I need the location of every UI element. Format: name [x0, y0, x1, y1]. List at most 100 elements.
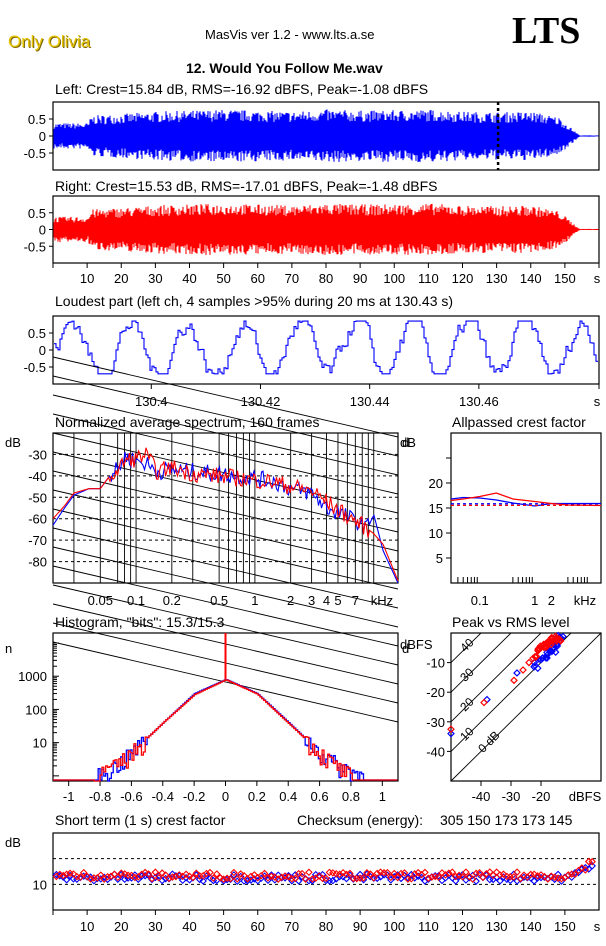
spectrum-slope-line: [52, 394, 399, 476]
short-term-point-right: [59, 871, 68, 880]
peak-rms-ytick-label: -20: [426, 685, 445, 700]
right-waveform-xtick-label: 120: [452, 271, 474, 286]
peak-rms-xtick-label: -30: [502, 789, 521, 804]
peak-rms-point-left: [538, 654, 547, 663]
short-term-point-left: [52, 870, 61, 879]
short-term-point-right: [195, 872, 204, 880]
short-term-point-right: [301, 875, 310, 883]
spectrum-xtick-label: 1: [251, 593, 258, 608]
short-term-point-right: [428, 873, 436, 881]
short-term-point-right: [557, 874, 566, 883]
crest-ytick-label: 15: [429, 501, 443, 516]
short-term-point-right: [397, 869, 405, 878]
peak-rms-point-left: [543, 654, 551, 662]
left-waveform-title: Left: Crest=15.84 dB, RMS=-16.92 dBFS, P…: [55, 81, 429, 97]
short-term-point-right: [329, 869, 337, 877]
right-waveform-xtick-label: 130: [486, 271, 508, 286]
left-waveform-ytick-label: 0: [39, 129, 46, 144]
right-waveform-xtick-label: 10: [80, 271, 94, 286]
short-term-point-right: [506, 873, 515, 881]
short-term-xtick-label: 40: [182, 919, 196, 934]
peak-rms-point-left: [513, 669, 521, 677]
right-waveform-xtick-label: 50: [216, 271, 230, 286]
spectrum-ylabel: dB: [5, 435, 21, 450]
spectrum-series-right: [52, 447, 399, 582]
short-term-point-right: [90, 874, 98, 882]
loudest-part-ytick-label: -0.5: [24, 360, 46, 375]
histogram-series-left: [53, 679, 398, 782]
short-term-point-right: [308, 875, 317, 883]
short-term-point-left: [366, 872, 375, 881]
peak-rms-point-left: [543, 651, 551, 660]
right-waveform-xtick-label: 40: [182, 271, 196, 286]
spectrum-xtick-label: 0.2: [163, 593, 181, 608]
short-term-xtick-label: 140: [520, 919, 542, 934]
histogram-xtick-label: 0.8: [342, 789, 360, 804]
short-term-point-left: [329, 876, 337, 885]
short-term-xtick-label: 130: [486, 919, 508, 934]
right-waveform-xtick-label: 20: [114, 271, 128, 286]
right-waveform-signal: [53, 203, 599, 255]
peak-rms-point-right: [447, 725, 455, 734]
histogram-series-right: [53, 679, 398, 782]
histogram-xtick-label: 0.6: [311, 789, 329, 804]
short-term-point-right: [298, 869, 306, 878]
peak-rms-point-right: [541, 643, 549, 652]
peak-rms-point-left: [542, 654, 550, 662]
short-term-point-right: [103, 873, 112, 881]
spectrum-slope-line: [52, 546, 399, 628]
right-waveform-xtick-label: 30: [148, 271, 162, 286]
left-waveform-signal: [53, 109, 599, 162]
spectrum-title: Normalized average spectrum, 160 frames: [55, 414, 320, 430]
crest-series-right: [450, 492, 602, 507]
peak-rms-xlabel: dBFS: [569, 789, 602, 804]
short-term-point-right: [479, 873, 487, 882]
short-term-xtick-label: 120: [452, 919, 474, 934]
short-term-point-right: [267, 872, 276, 881]
left-waveform-ytick-label: -0.5: [24, 146, 46, 161]
spectrum-ytick-label: -80: [28, 555, 47, 570]
loudest-part-xtick-label: 130.46: [459, 394, 499, 409]
short-term-point-right: [168, 873, 177, 881]
short-term-point-right: [434, 873, 443, 882]
short-term-point-right: [185, 872, 194, 880]
loudest-part-signal: [54, 320, 598, 375]
histogram-ytick-label: 100: [25, 702, 47, 717]
right-waveform-xtick-label: 80: [319, 271, 333, 286]
short-term-point-right: [373, 869, 381, 878]
short-term-point-right: [359, 874, 368, 882]
histogram-ylabel: n: [5, 641, 12, 656]
short-term-point-right: [73, 872, 81, 881]
short-term-point-left: [271, 876, 279, 884]
peak-rms-frame: [450, 632, 602, 782]
short-term-point-left: [417, 873, 426, 882]
short-term-point-right: [424, 874, 433, 883]
short-term-point-right: [144, 870, 153, 878]
spectrum-xtick-label: 3: [308, 593, 315, 608]
short-term-point-right: [335, 870, 344, 878]
short-term-point-right: [96, 871, 105, 879]
crest-diagonal: [450, 632, 542, 723]
short-term-point-right: [537, 871, 545, 879]
spectrum-ytick-label: -60: [28, 512, 47, 527]
short-term-point-left: [264, 876, 272, 885]
crest-xunit: kHz: [574, 593, 596, 608]
spectrum-slope-line: [52, 470, 399, 552]
short-term-point-right: [387, 873, 395, 882]
short-term-point-left: [223, 875, 231, 884]
short-term-xtick-label: 10: [80, 919, 94, 934]
crest-xtick-label: 0.1: [471, 593, 489, 608]
loudest-part-xunit: s: [594, 394, 601, 409]
short-term-point-right: [448, 868, 457, 876]
spectrum-slope-line: [52, 413, 399, 495]
short-term-point-right: [175, 871, 184, 879]
short-term-point-left: [120, 875, 129, 883]
left-waveform-ytick-label: 0.5: [28, 112, 46, 127]
spectrum-slope-line: [52, 451, 399, 533]
peak-rms-point-right: [544, 639, 553, 648]
short-term-point-right: [325, 868, 334, 877]
crest-title: Allpassed crest factor: [452, 414, 586, 430]
checksum-values: 305 150 173 173 145: [440, 812, 573, 828]
crest-diagonal: [450, 632, 602, 782]
